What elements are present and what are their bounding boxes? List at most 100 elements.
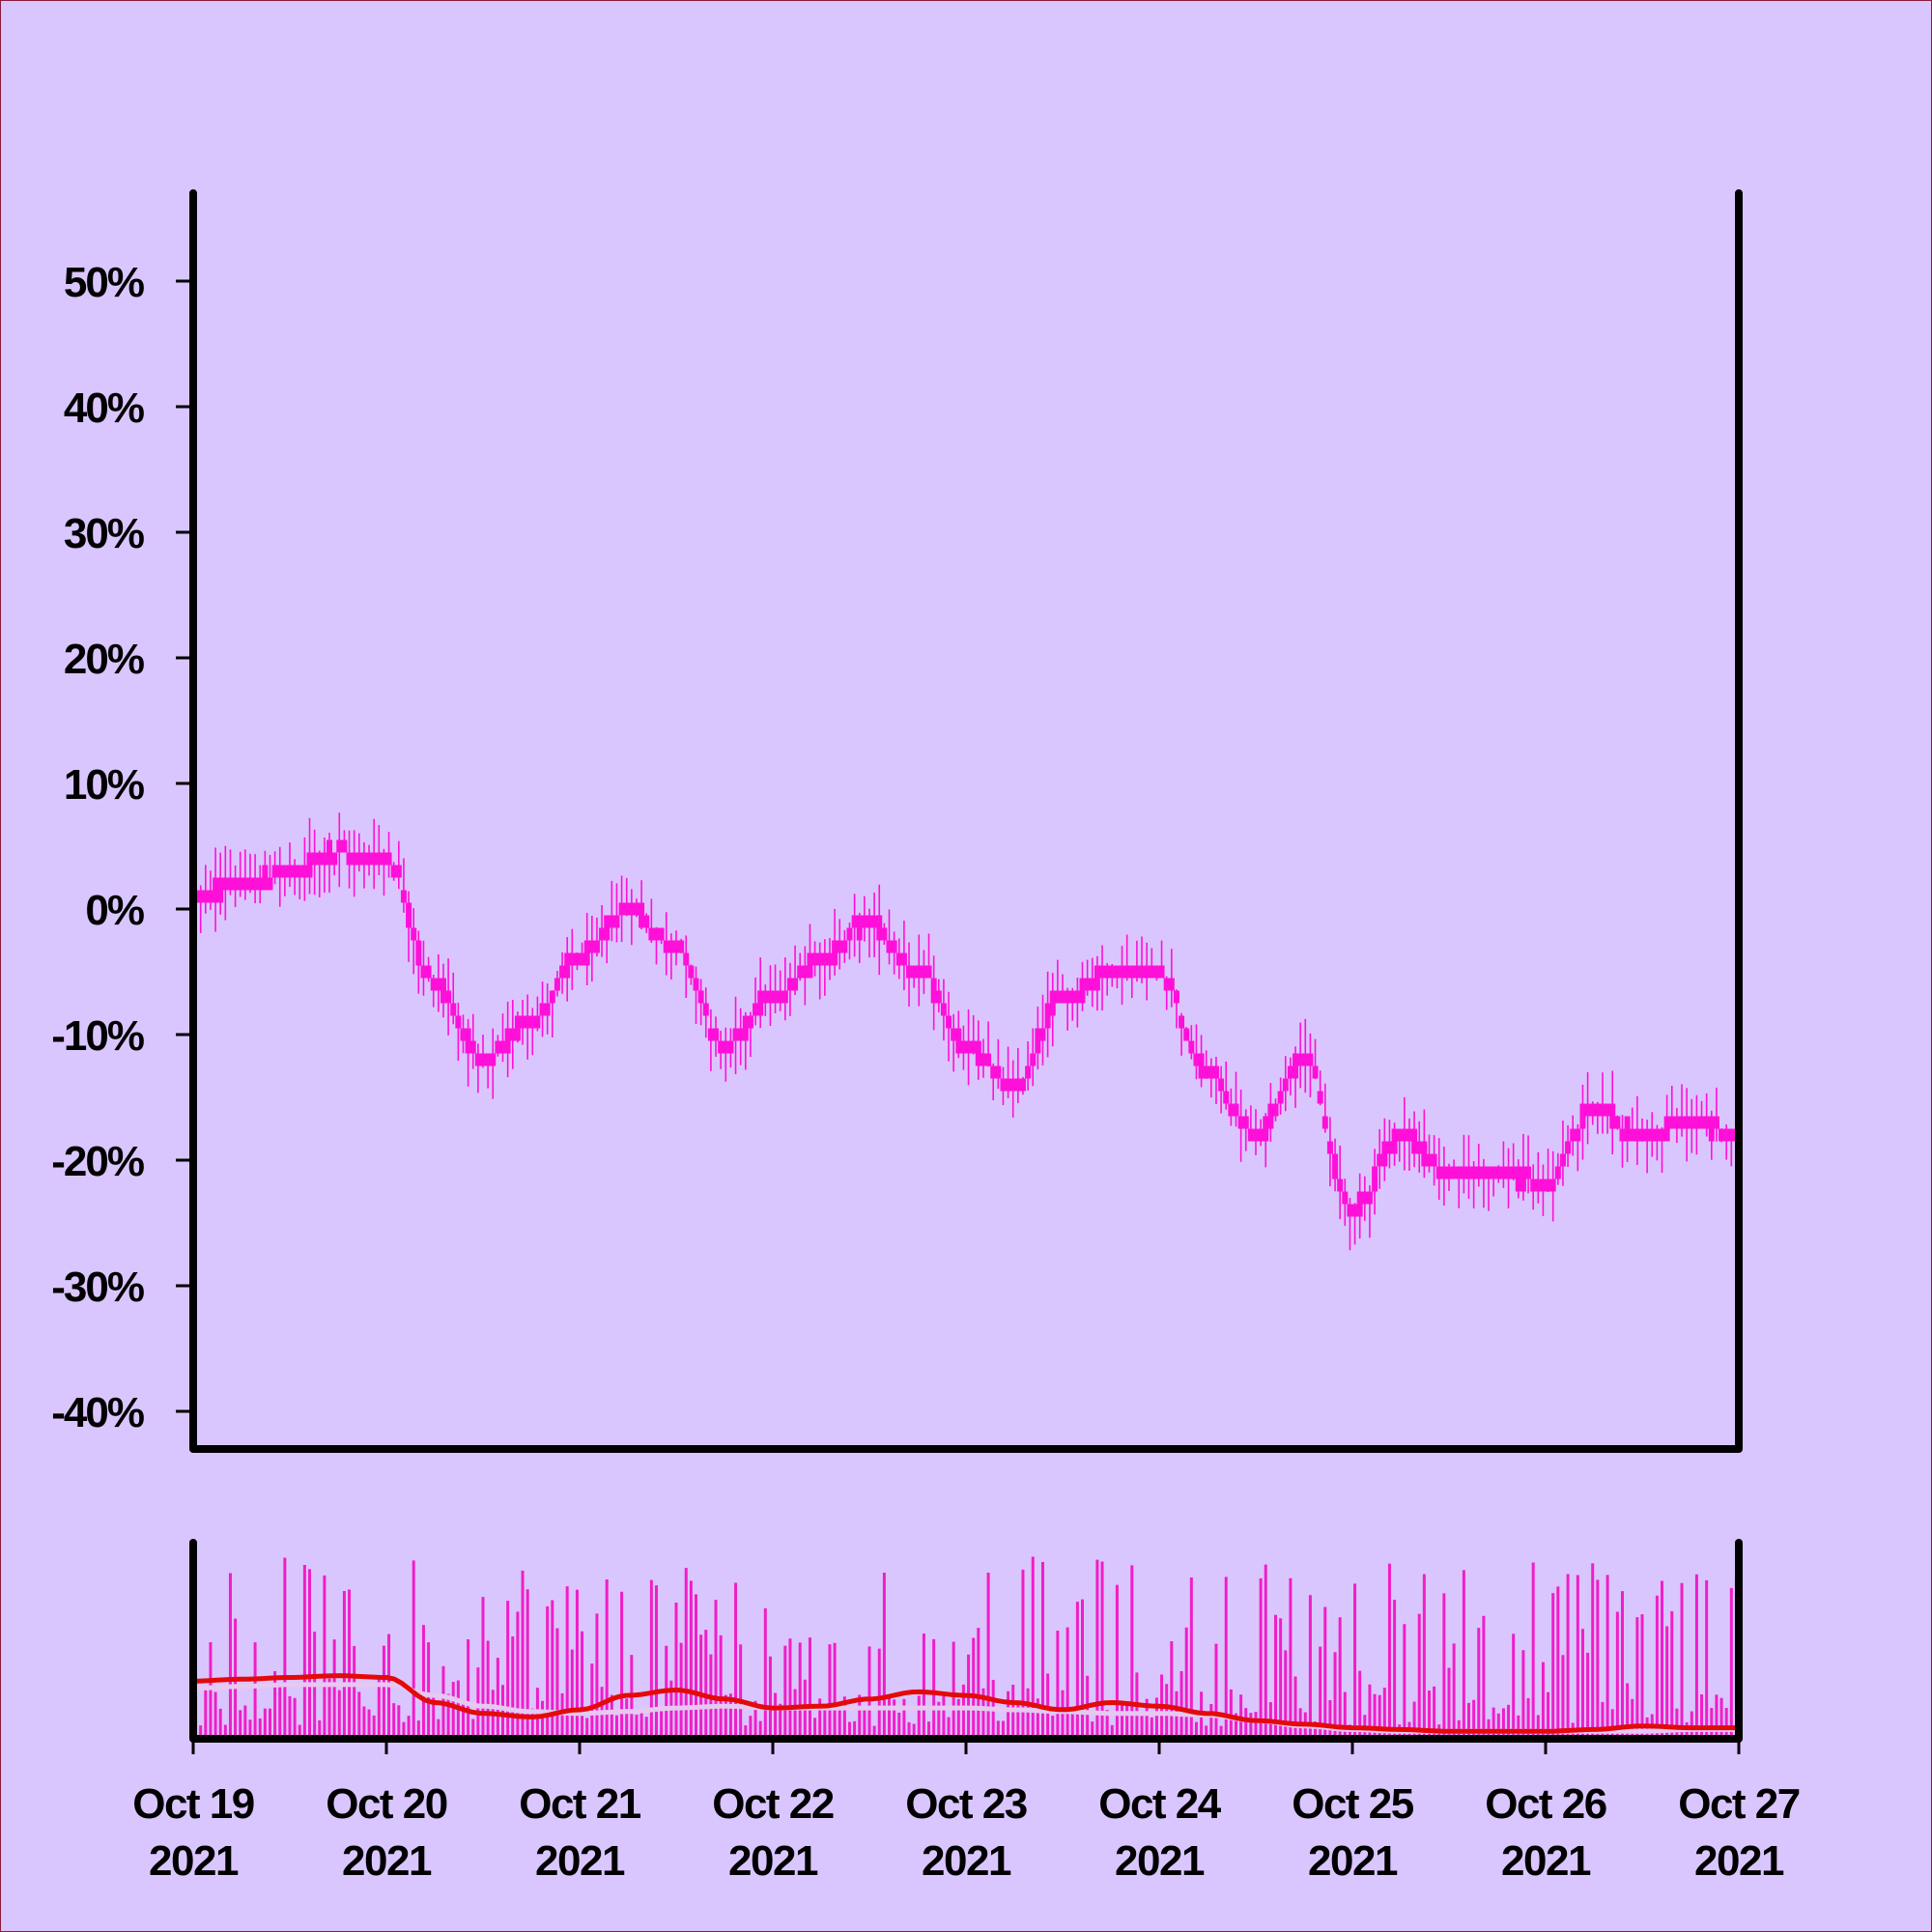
candle-body [525,1015,531,1029]
candle-body [534,1015,541,1029]
y-tick-label: -40% [51,1389,144,1436]
candle-body [376,852,383,866]
candle-body [1644,1128,1651,1142]
candle-body [925,965,932,979]
candle-body [1347,1204,1353,1217]
x-tick-label-date: Oct 19 [132,1780,254,1828]
candle-body [1684,1116,1690,1129]
candle-body [1530,1179,1537,1192]
candle-body [832,940,838,966]
y-tick-label: -10% [51,1012,144,1060]
candle-body [1495,1166,1502,1179]
candle-body [781,990,788,1004]
candle-body [886,940,893,953]
candle-body [227,877,234,891]
candle-body [316,852,323,866]
x-tick-label-date: Oct 25 [1292,1780,1414,1828]
candle-body [1446,1166,1452,1179]
candle-body [1084,978,1091,991]
x-tick-label-date: Oct 21 [519,1780,641,1828]
candle-body [906,965,913,979]
candle-body [1549,1179,1556,1192]
candle-body [658,927,665,941]
candle-body [509,1028,516,1041]
candle-body [1035,1028,1041,1054]
candle-body [1486,1166,1492,1179]
candle-body [1168,978,1175,991]
candle-body [445,990,452,1004]
candle-body [613,915,620,928]
candle-body [252,877,259,891]
candle-body [217,877,224,903]
candle-body [643,915,650,928]
candle-body [460,1028,467,1041]
candle-body [469,1040,476,1054]
candle-body [435,978,441,991]
candle-body [678,940,685,953]
candle-body [1372,1166,1378,1192]
candle-body [1321,1116,1328,1129]
volume-ma-fast-line [192,1673,1739,1734]
candle-body [935,990,942,1004]
candle-body [406,902,412,928]
candle-body [1183,1028,1190,1041]
candle-body [951,1028,957,1041]
candle-body [1351,1204,1358,1217]
candle-body [718,1040,724,1054]
candle-body [1421,1141,1428,1167]
candle-body [281,865,288,878]
y-tick-label: 20% [64,636,144,683]
candle-body [1009,1078,1016,1092]
candle-body [1218,1078,1225,1092]
candle-body [867,915,872,928]
candle-body [1030,1053,1037,1066]
candle-body [1099,965,1106,979]
candle-body [786,978,793,991]
x-tick-label-year: 2021 [342,1837,432,1885]
candle-body [1510,1166,1517,1179]
candle-body [821,952,828,966]
candle-body [1258,1128,1264,1142]
candle-body [921,965,927,979]
candle-body [1554,1166,1561,1179]
candle-body [1599,1103,1605,1117]
candle-body [1545,1179,1551,1192]
candle-body [702,1003,709,1016]
candle-body [1575,1128,1581,1142]
candle-body [554,978,560,991]
candle-body [1565,1141,1572,1154]
candle-body [297,865,303,878]
candle-body [1579,1103,1586,1129]
candle-body [583,940,590,966]
candle-body [430,978,437,991]
candle-body [1237,1116,1244,1129]
candle-body [1233,1103,1239,1117]
volume-ma-slow-line [192,1682,1739,1734]
candle-body [207,890,213,903]
candle-body [262,865,269,891]
candle-body [351,852,357,866]
candle-body [222,877,229,891]
candle-body [1312,1065,1319,1079]
candle-body [544,1003,551,1016]
candle-body [276,865,283,878]
candle-body [767,990,774,1004]
candle-body [514,1015,521,1041]
candle-body [465,1028,471,1054]
candle-body [1094,965,1100,991]
candle-body [1366,1191,1373,1205]
candle-body [732,1028,739,1041]
candle-body [960,1040,967,1054]
candle-body [797,965,804,979]
y-tick-label: -30% [51,1264,144,1311]
candle-body [737,1028,744,1041]
candle-body [792,978,799,991]
candle-body [1302,1053,1309,1066]
candle-body [1198,1053,1205,1079]
x-tick-label-year: 2021 [1115,1837,1205,1885]
candle-body [1212,1065,1219,1079]
candle-body [713,1028,720,1041]
candle-body [1639,1128,1645,1142]
candle-body [1149,965,1155,979]
